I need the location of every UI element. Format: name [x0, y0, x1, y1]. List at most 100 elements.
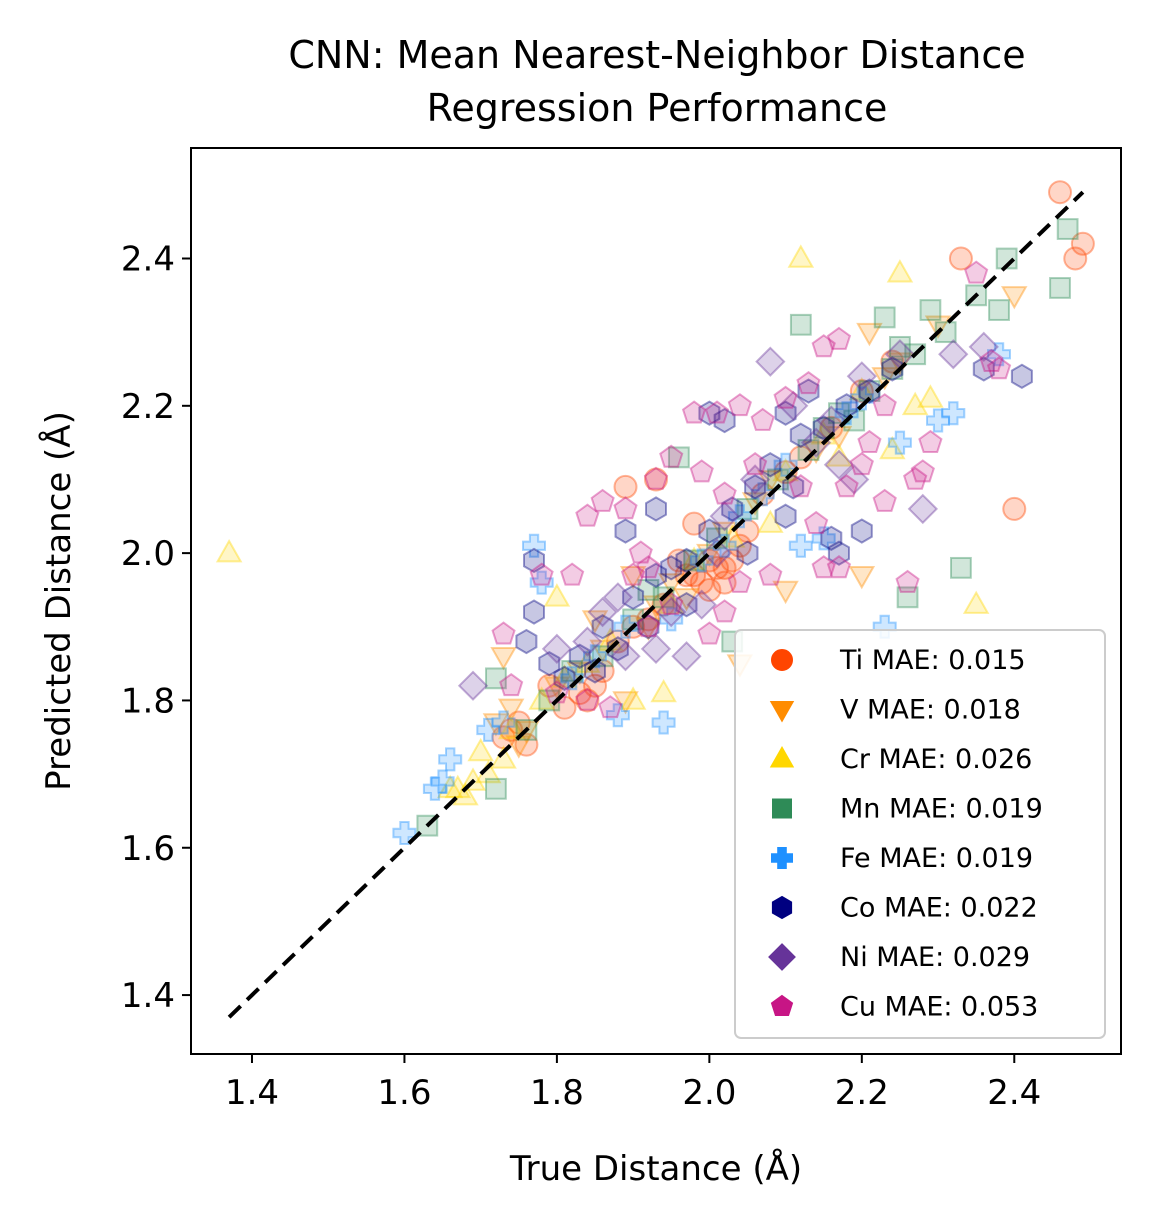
- data-point: [948, 246, 973, 271]
- data-point: [637, 614, 660, 640]
- data-point: [590, 658, 615, 683]
- data-point: [651, 710, 676, 735]
- data-point: [758, 562, 783, 586]
- data-point: [438, 747, 463, 772]
- legend-label: Fe MAE: 0.019: [840, 843, 1033, 874]
- data-point: [640, 633, 672, 665]
- data-point: [567, 681, 592, 706]
- chart-title-line-1: CNN: Mean Nearest-Neighbor Distance: [288, 33, 1025, 77]
- data-point: [701, 537, 733, 569]
- data-point: [820, 525, 843, 552]
- data-point: [811, 334, 836, 358]
- data-point: [788, 533, 813, 558]
- data-point: [879, 435, 906, 460]
- data-point: [686, 589, 717, 620]
- data-point: [755, 346, 786, 377]
- data-point: [622, 584, 645, 611]
- data-point: [575, 687, 600, 711]
- data-point: [742, 451, 768, 476]
- data-point: [788, 445, 813, 470]
- data-point: [711, 521, 738, 546]
- data-point: [721, 496, 744, 522]
- y-tick-label: 2.0: [121, 534, 175, 574]
- series-3-points: [215, 244, 990, 806]
- data-point: [528, 686, 555, 710]
- legend-items: Ti MAE: 0.015 V MAE: 0.018 Cr MAE: 0.026 Mn…: [768, 645, 1043, 1023]
- data-point: [537, 673, 562, 698]
- data-point: [1063, 246, 1088, 271]
- data-point: [490, 647, 517, 671]
- data-point: [602, 582, 634, 613]
- series-7-points: [457, 331, 999, 701]
- legend-marker: [771, 649, 793, 671]
- data-point: [834, 401, 859, 426]
- data-point: [903, 466, 928, 490]
- chart-title-line-2: Regression Performance: [427, 86, 888, 130]
- x-tick-label: 2.2: [835, 1073, 889, 1113]
- data-point: [656, 596, 687, 628]
- data-point: [657, 590, 685, 614]
- data-point: [848, 376, 876, 401]
- data-point: [856, 322, 883, 347]
- data-point: [613, 474, 638, 499]
- y-tick-label: 1.6: [121, 829, 175, 869]
- data-point: [584, 658, 606, 684]
- data-point: [826, 326, 852, 350]
- x-tick-label: 2.0: [682, 1073, 736, 1113]
- data-point: [667, 446, 690, 469]
- data-point: [1056, 218, 1079, 240]
- legend-marker: [769, 745, 795, 768]
- data-point: [774, 400, 797, 426]
- data-point: [551, 664, 578, 688]
- data-point: [979, 348, 1004, 372]
- data-point: [541, 633, 573, 665]
- data-point: [499, 672, 524, 697]
- data-point: [561, 660, 584, 682]
- data-point: [849, 451, 874, 476]
- y-axis-label: Predicted Distance (Å): [38, 411, 79, 791]
- data-point: [491, 621, 516, 645]
- legend-label: Cr MAE: 0.026: [840, 744, 1032, 775]
- data-point: [850, 518, 873, 544]
- data-point: [712, 555, 737, 580]
- data-point: [789, 422, 812, 448]
- data-point: [750, 407, 775, 431]
- data-point: [910, 459, 935, 483]
- data-point: [1010, 363, 1033, 390]
- data-point: [901, 391, 929, 416]
- data-point: [598, 695, 623, 719]
- data-point: [591, 614, 614, 640]
- data-point: [515, 628, 538, 655]
- data-point: [849, 386, 874, 411]
- data-point: [962, 590, 990, 614]
- data-point: [642, 595, 670, 619]
- data-point: [819, 415, 844, 440]
- data-point: [619, 566, 647, 590]
- data-point: [772, 580, 799, 605]
- data-point: [682, 563, 707, 588]
- legend: Ti MAE: 0.015 V MAE: 0.018 Cr MAE: 0.026 Mn…: [734, 629, 1106, 1039]
- data-point: [918, 429, 943, 453]
- series-2-points: [482, 286, 1028, 759]
- data-point: [491, 710, 516, 735]
- data-point: [605, 703, 630, 728]
- data-point: [873, 306, 896, 329]
- y-tick-label: 1.4: [121, 976, 175, 1016]
- legend-label: V MAE: 0.018: [840, 695, 1021, 726]
- data-point: [659, 607, 684, 632]
- data-point: [610, 641, 641, 672]
- data-point: [645, 496, 667, 522]
- data-point: [215, 538, 243, 563]
- data-point: [430, 769, 455, 794]
- data-point: [924, 315, 952, 339]
- data-point: [727, 533, 752, 558]
- data-point: [543, 583, 571, 607]
- data-point: [657, 573, 685, 597]
- data-point: [538, 650, 561, 677]
- data-point: [1002, 496, 1027, 521]
- data-point: [529, 562, 554, 586]
- data-point: [1000, 286, 1028, 310]
- x-tick-label: 2.4: [987, 1073, 1041, 1113]
- data-point: [857, 429, 882, 453]
- data-point: [886, 259, 914, 283]
